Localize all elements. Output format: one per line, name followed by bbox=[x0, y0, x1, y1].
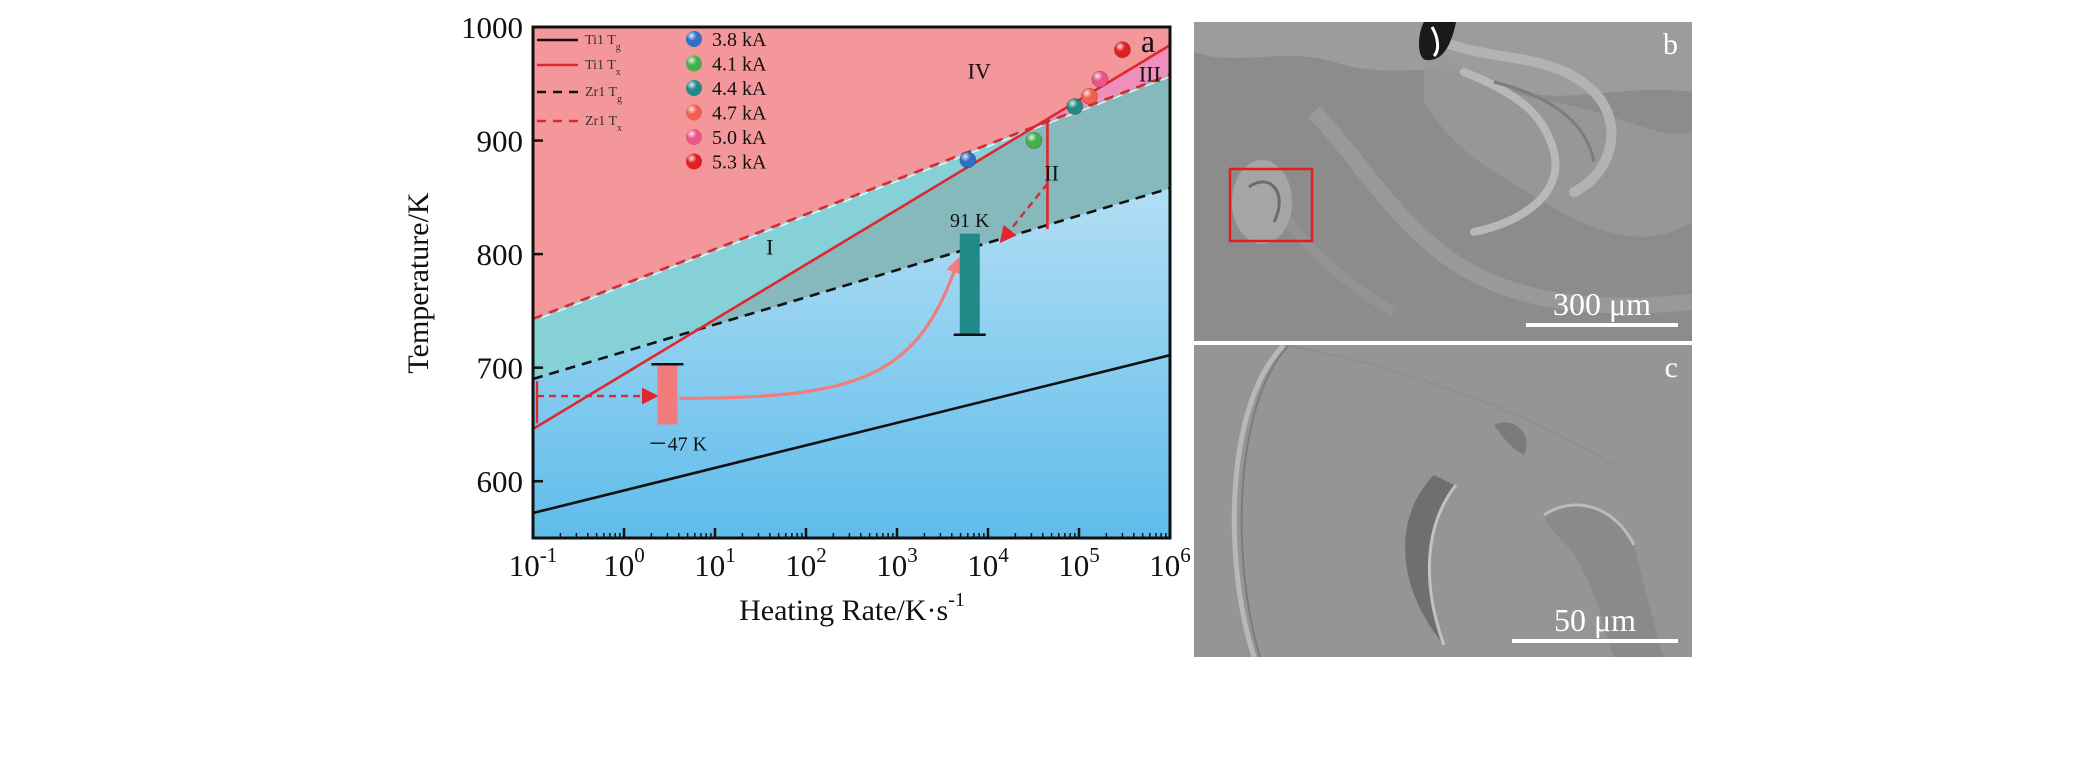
region-label-ii: II bbox=[1044, 160, 1059, 185]
scale-label-b: 300 μm bbox=[1552, 286, 1652, 322]
y-axis-label: Temperature/K bbox=[402, 192, 435, 373]
data-point-3.8-ka bbox=[959, 151, 977, 169]
legend-item-4.7-ka: 4.7 kA bbox=[686, 103, 767, 125]
y-axis: 600 700 800 900 1000 bbox=[461, 10, 543, 499]
scale-bar-b: 300 μm bbox=[1526, 287, 1678, 327]
svg-text:Zr1 Tx: Zr1 Tx bbox=[585, 114, 622, 134]
data-point-4.7-ka bbox=[1080, 87, 1098, 105]
svg-text:Ti1 Tx: Ti1 Tx bbox=[585, 58, 621, 78]
series-line-zr1-tx bbox=[533, 73, 1170, 321]
series-line-zr1-tx-overlay bbox=[533, 75, 1170, 322]
scale-bar-c: 50 μm bbox=[1512, 603, 1678, 643]
y-tick-label: 1000 bbox=[461, 10, 523, 45]
x-tick-label: 10-1 bbox=[509, 543, 558, 583]
plot-area bbox=[533, 27, 1170, 538]
legend-label: 5.0 kA bbox=[712, 127, 767, 149]
legend-label: 4.7 kA bbox=[712, 103, 767, 125]
x-tick-label: 102 bbox=[785, 543, 827, 583]
panel-label-c: c bbox=[1664, 351, 1678, 384]
region-label-iv: IV bbox=[968, 58, 991, 83]
points-layer bbox=[959, 41, 1131, 169]
series-line-ti1-tg bbox=[533, 353, 1170, 515]
region-ii-fill bbox=[697, 74, 1170, 330]
micrograph-b-image bbox=[1194, 22, 1692, 341]
micrograph-panel-c: c 50 μm bbox=[1194, 345, 1692, 657]
x-tick-label: 101 bbox=[694, 543, 736, 583]
y-tick-label: 800 bbox=[477, 237, 524, 272]
bar-47k bbox=[657, 364, 678, 425]
x-tick-label: 105 bbox=[1058, 543, 1100, 583]
arrow-curve-pink bbox=[679, 256, 962, 400]
data-point-5.3-ka bbox=[1114, 41, 1131, 59]
bar-91k bbox=[959, 233, 980, 335]
data-point-4.4-ka bbox=[1066, 98, 1084, 115]
series-line-zr1-tg bbox=[533, 187, 1170, 381]
annotation-47k: －47 K bbox=[648, 434, 708, 456]
x-axis-label: Heating Rate/K·s-1 bbox=[739, 589, 965, 627]
arrow-region-ii-to-zr1-tg bbox=[999, 182, 1049, 244]
panel-label-a: a bbox=[1141, 23, 1155, 59]
micrograph-panel-b: b 300 μm bbox=[1194, 22, 1692, 341]
micrograph-c-image bbox=[1194, 345, 1692, 657]
legend-label: 5.3 kA bbox=[712, 152, 767, 174]
legend-item-4.4-ka: 4.4 kA bbox=[686, 78, 767, 100]
legend-item-zr1-tg: Zr1 Tg bbox=[537, 85, 622, 105]
legend-item-4.1-ka: 4.1 kA bbox=[686, 54, 767, 76]
x-tick-label: 103 bbox=[876, 543, 918, 583]
data-point-4.1-ka bbox=[1025, 132, 1043, 149]
x-axis: 10-1 100 101 102 103 104 105 106 bbox=[509, 528, 1191, 583]
svg-text:Zr1 Tg: Zr1 Tg bbox=[585, 85, 622, 105]
y-tick-label: 600 bbox=[477, 464, 524, 499]
legend-item-3.8-ka: 3.8 kA bbox=[686, 29, 767, 51]
legend-label: 3.8 kA bbox=[712, 29, 767, 51]
region-label-iii: III bbox=[1139, 62, 1161, 87]
region-label-i: I bbox=[766, 234, 773, 259]
data-point-5.0-ka bbox=[1091, 70, 1109, 88]
plot-frame bbox=[531, 25, 1172, 540]
region-iv-fill bbox=[533, 27, 1170, 319]
svg-text:Ti1 Tg: Ti1 Tg bbox=[585, 33, 621, 53]
legend-item-ti1-tg: Ti1 Tg bbox=[537, 33, 621, 53]
legend-label: 4.4 kA bbox=[712, 78, 767, 100]
legend-item-5.0-ka: 5.0 kA bbox=[686, 127, 767, 149]
x-tick-label: 106 bbox=[1149, 543, 1191, 583]
scale-label-c: 50 μm bbox=[1553, 602, 1637, 638]
legend-label: 4.1 kA bbox=[712, 54, 767, 76]
legend-item-zr1-tx: Zr1 Tx bbox=[537, 114, 622, 134]
scale-bar-line-c bbox=[1512, 639, 1678, 643]
legend-item-ti1-tx: Ti1 Tx bbox=[537, 58, 621, 78]
x-tick-label: 100 bbox=[603, 543, 645, 583]
panel-label-b: b bbox=[1663, 28, 1678, 61]
y-tick-label: 700 bbox=[477, 351, 524, 386]
annotation-91k: 91 K bbox=[950, 210, 990, 232]
x-tick-label: 104 bbox=[967, 543, 1009, 583]
region-labels: I II III IV 91 K －47 K a bbox=[648, 23, 1161, 456]
y-tick-label: 900 bbox=[477, 124, 524, 159]
legend-item-5.3-ka: 5.3 kA bbox=[686, 152, 767, 174]
scale-bar-line-b bbox=[1526, 323, 1678, 327]
series-line-ti1-tx bbox=[533, 44, 1170, 431]
point-legend: 3.8 kA 4.1 kA4.4 kA 4.7 kA5.0 kA 5.3 kA bbox=[686, 29, 767, 174]
legend: Ti1 Tg Ti1 Tx Zr1 Tg Zr1 Tx 3.8 kA 4.1 kA… bbox=[537, 29, 767, 174]
